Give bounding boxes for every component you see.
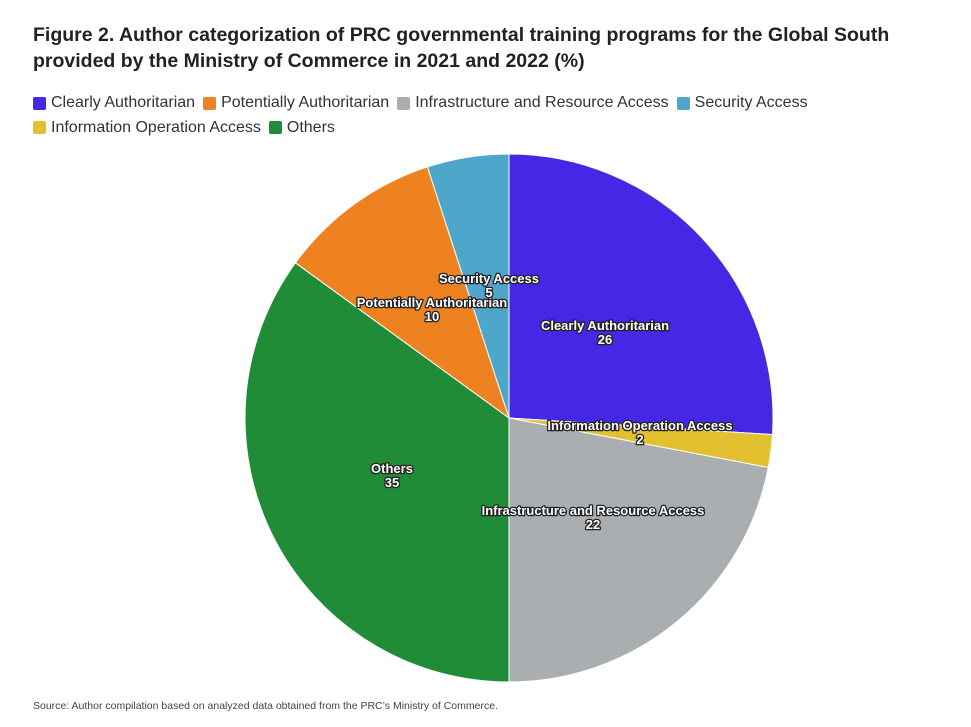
legend-swatch [33,96,46,110]
slice-label: Security Access [439,271,539,286]
pie-slice[interactable] [244,262,510,683]
pie-slice[interactable] [294,166,510,420]
slice-value: 2 [636,432,643,447]
slice-value: 26 [598,332,612,347]
slice-value: 5 [485,285,492,300]
source-note: Source: Author compilation based on anal… [33,700,498,712]
legend-label: Potentially Authoritarian [221,94,390,111]
pie-slice[interactable] [508,153,774,436]
legend-item[interactable]: Information Operation Access [33,117,261,139]
legend-item[interactable]: Clearly Authoritarian [33,92,195,114]
slice-label: Potentially Authoritarian [357,295,508,310]
legend-swatch [268,121,282,134]
slice-label: Information Operation Access [547,418,732,433]
legend-item[interactable]: Others [268,117,335,139]
slice-label: Others [371,461,413,476]
legend-swatch [203,96,217,110]
legend-label: Infrastructure and Resource Access [415,94,669,111]
legend-label: Others [286,118,335,136]
legend-swatch [397,96,411,110]
legend-label: Information Operation Access [51,118,261,136]
legend: Clearly Authoritarian Potentially Authori… [33,92,933,141]
slice-label: Clearly Authoritarian [541,318,669,333]
legend-item[interactable]: Infrastructure and Resource Access [397,92,669,114]
slice-label: Infrastructure and Resource Access [482,503,705,518]
pie-slice[interactable] [426,153,510,419]
legend-item[interactable]: Potentially Authoritarian [203,92,389,114]
legend-swatch [676,96,690,110]
legend-label: Security Access [694,94,808,111]
chart-title: Figure 2. Author categorization of PRC g… [33,24,890,72]
slice-value: 35 [385,475,399,490]
legend-item[interactable]: Security Access [676,92,808,114]
slice-value: 10 [425,309,439,324]
legend-swatch [33,121,46,134]
legend-label: Clearly Authoritarian [51,94,196,111]
pie-slice[interactable] [508,417,769,683]
slice-value: 22 [586,517,600,532]
